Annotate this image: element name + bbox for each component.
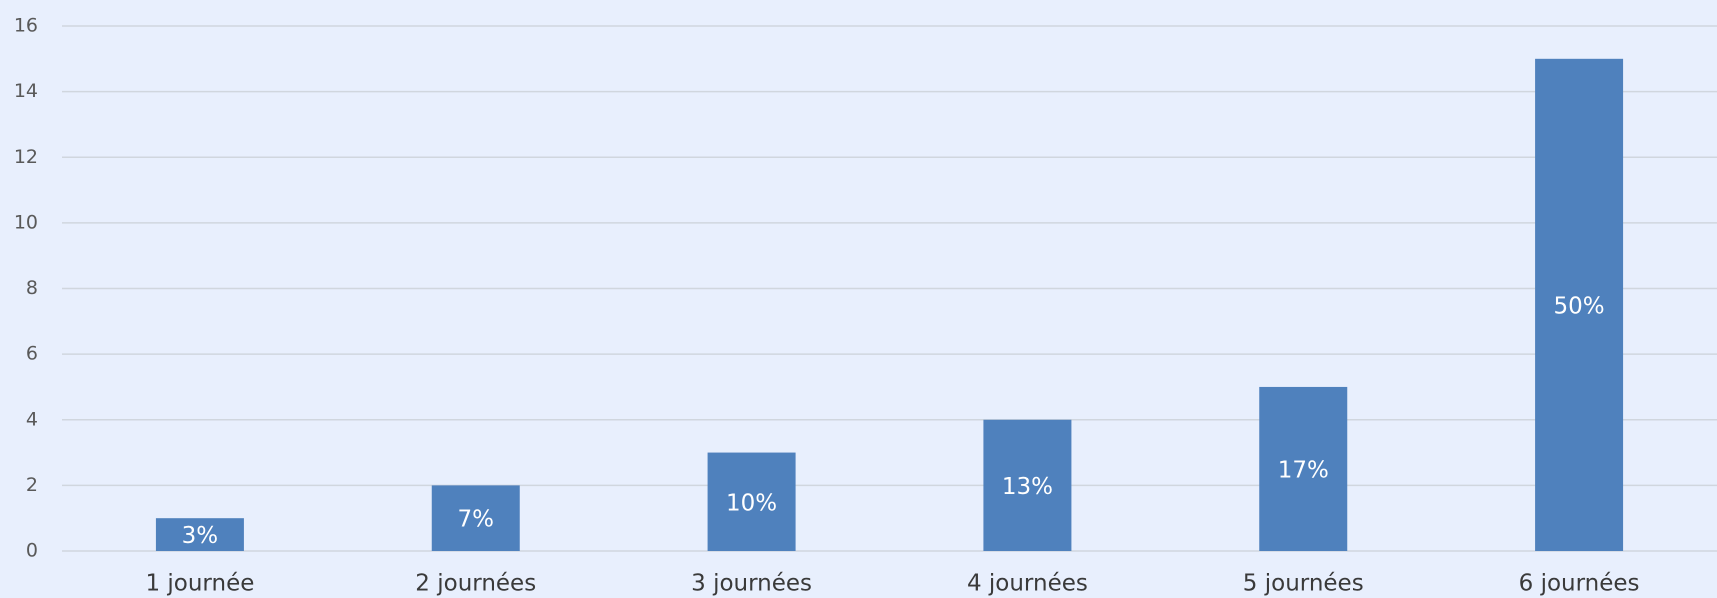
y-tick-label: 4 (26, 408, 38, 430)
bar (155, 518, 244, 551)
bar (431, 485, 520, 551)
y-tick-label: 0 (26, 540, 38, 562)
y-tick-label: 2 (26, 474, 38, 496)
x-tick-label: 3 journées (691, 571, 812, 597)
bar (707, 452, 796, 551)
y-tick-label: 16 (14, 15, 38, 37)
y-tick-label: 8 (26, 277, 38, 299)
bar (983, 419, 1072, 551)
bar (1259, 386, 1348, 551)
x-tick-label: 2 journées (415, 571, 536, 597)
bar (1535, 58, 1624, 551)
data-label: 50% (1554, 293, 1605, 319)
data-label: 17% (1278, 457, 1329, 483)
x-tick-label: 5 journées (1243, 571, 1364, 597)
data-label: 3% (182, 523, 219, 549)
x-tick-label: 6 journées (1519, 571, 1640, 597)
x-tick-label: 1 journée (145, 571, 254, 597)
x-tick-label: 4 journées (967, 571, 1088, 597)
data-label: 10% (726, 490, 777, 516)
data-label: 7% (458, 507, 495, 533)
y-tick-label: 6 (26, 343, 38, 365)
y-tick-label: 12 (14, 146, 38, 168)
y-tick-label: 10 (14, 211, 38, 233)
y-tick-label: 14 (14, 80, 38, 102)
data-label: 13% (1002, 474, 1053, 500)
